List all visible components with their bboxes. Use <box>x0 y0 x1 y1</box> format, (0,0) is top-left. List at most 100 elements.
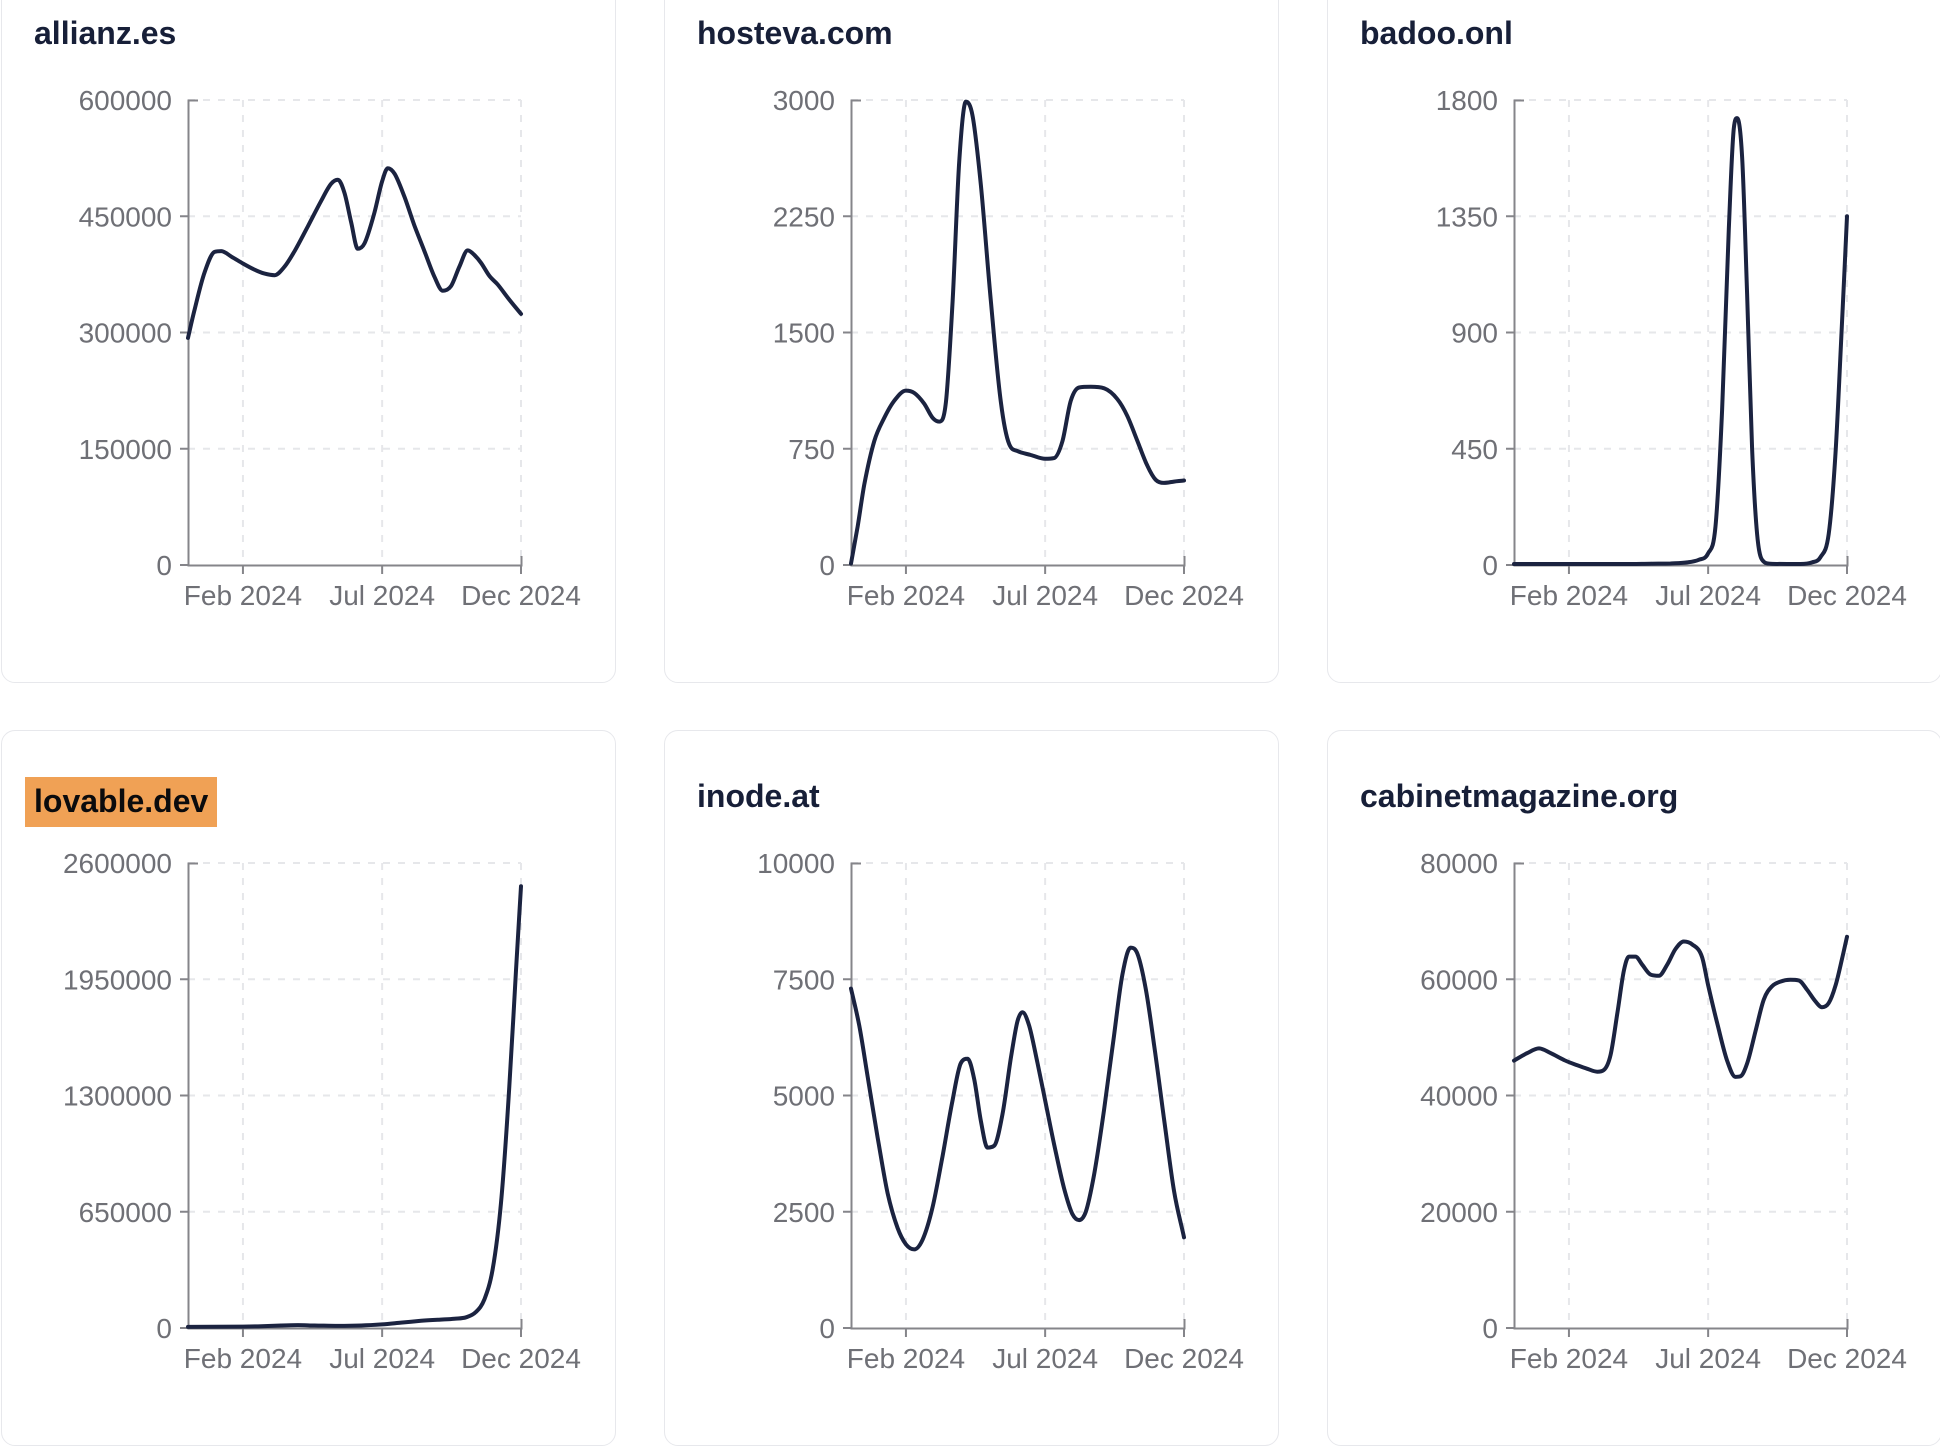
x-axis: Feb 2024 Jul 2024 Dec 2024 <box>184 1328 581 1374</box>
series-line <box>1512 116 1849 566</box>
axes <box>1513 862 1849 1330</box>
domain-name: badoo.onl <box>1360 15 1513 51</box>
x-tick-label: Dec 2024 <box>1787 580 1907 611</box>
x-tick-label: Dec 2024 <box>461 580 581 611</box>
gridlines <box>851 99 1185 565</box>
series-line <box>849 945 1186 1252</box>
x-tick-label: Jul 2024 <box>329 580 435 611</box>
domain-name-highlighted: lovable.dev <box>25 777 218 828</box>
y-tick-label: 0 <box>1482 550 1498 581</box>
axes <box>850 862 1186 1330</box>
axes <box>187 99 523 567</box>
domain-name: hosteva.com <box>697 15 893 51</box>
chart-card: cabinetmagazine.org 0 20000 40000 60000 8000… <box>1327 730 1940 1446</box>
series-line <box>186 166 523 340</box>
chart-title: allianz.es <box>34 14 176 52</box>
y-tick-label: 40000 <box>1420 1081 1498 1112</box>
y-tick-label: 1500 <box>773 318 835 349</box>
x-axis: Feb 2024 Jul 2024 Dec 2024 <box>1510 1328 1907 1374</box>
y-tick-label: 60000 <box>1420 964 1498 995</box>
x-tick-label: Jul 2024 <box>329 1343 435 1374</box>
y-axis: 0 750 1500 2250 3000 <box>773 85 851 581</box>
x-axis: Feb 2024 Jul 2024 Dec 2024 <box>184 565 581 611</box>
chart-title: lovable.dev <box>25 777 218 828</box>
y-tick-label: 300000 <box>79 318 172 349</box>
y-axis: 0 20000 40000 60000 80000 <box>1420 848 1514 1344</box>
line-chart: 0 150000 300000 450000 600000 Feb 2024 Jul 202… <box>79 85 581 611</box>
x-axis: Feb 2024 Jul 2024 Dec 2024 <box>847 565 1244 611</box>
series-line <box>1512 934 1849 1079</box>
x-tick-label: Dec 2024 <box>1124 1343 1244 1374</box>
y-tick-label: 0 <box>1482 1313 1498 1344</box>
x-tick-label: Dec 2024 <box>1787 1343 1907 1374</box>
y-axis: 0 2500 5000 7500 10000 <box>757 848 851 1344</box>
chart-title: hosteva.com <box>697 14 893 52</box>
line-chart: 0 650000 1300000 1950000 2600000 Feb 2024 Jul … <box>63 848 581 1374</box>
y-tick-label: 20000 <box>1420 1197 1498 1228</box>
x-axis: Feb 2024 Jul 2024 Dec 2024 <box>847 1328 1244 1374</box>
gridlines <box>851 862 1185 1328</box>
y-tick-label: 3000 <box>773 85 835 116</box>
chart-card: allianz.es 0 150000 300000 450000 600000 Feb … <box>1 0 616 683</box>
chart-card: hosteva.com 0 750 1500 2250 3000 Feb 2024 Jul … <box>664 0 1279 683</box>
y-axis: 0 650000 1300000 1950000 2600000 <box>63 848 188 1344</box>
x-tick-label: Jul 2024 <box>992 1343 1098 1374</box>
line-chart: 0 750 1500 2250 3000 Feb 2024 Jul 2024 Dec 2024 <box>773 85 1244 611</box>
x-tick-label: Jul 2024 <box>992 580 1098 611</box>
x-tick-label: Dec 2024 <box>1124 580 1244 611</box>
x-tick-label: Feb 2024 <box>1510 1343 1628 1374</box>
x-tick-label: Jul 2024 <box>1655 1343 1761 1374</box>
y-tick-label: 80000 <box>1420 848 1498 879</box>
x-tick-label: Feb 2024 <box>1510 580 1628 611</box>
y-tick-label: 0 <box>819 1313 835 1344</box>
y-tick-label: 900 <box>1451 318 1498 349</box>
x-tick-label: Dec 2024 <box>461 1343 581 1374</box>
chart-card: inode.at 0 2500 5000 7500 10000 Feb 2024 Jul 2… <box>664 730 1279 1446</box>
domain-name: inode.at <box>697 778 820 814</box>
series-line <box>186 884 523 1329</box>
line-chart: 0 2500 5000 7500 10000 Feb 2024 Jul 2024 Dec 20… <box>757 848 1244 1374</box>
y-tick-label: 150000 <box>79 434 172 465</box>
chart-title: cabinetmagazine.org <box>1360 777 1678 815</box>
y-tick-label: 1800 <box>1436 85 1498 116</box>
axes <box>850 99 1186 567</box>
y-tick-label: 7500 <box>773 964 835 995</box>
x-tick-label: Jul 2024 <box>1655 580 1761 611</box>
y-tick-label: 2500 <box>773 1197 835 1228</box>
x-tick-label: Feb 2024 <box>184 1343 302 1374</box>
y-tick-label: 600000 <box>79 85 172 116</box>
chart-card: badoo.onl 0 450 900 1350 1800 Feb 2024 Jul 202… <box>1327 0 1940 683</box>
y-tick-label: 2250 <box>773 201 835 232</box>
y-tick-label: 750 <box>788 434 835 465</box>
line-chart: 0 20000 40000 60000 80000 Feb 2024 Jul 2024 Dec… <box>1420 848 1907 1374</box>
gridlines <box>1514 862 1848 1328</box>
x-tick-label: Feb 2024 <box>847 580 965 611</box>
y-tick-label: 1350 <box>1436 201 1498 232</box>
domain-name: cabinetmagazine.org <box>1360 778 1679 814</box>
line-chart: 0 450 900 1350 1800 Feb 2024 Jul 2024 Dec 2024 <box>1436 85 1907 611</box>
x-tick-label: Feb 2024 <box>184 580 302 611</box>
y-tick-label: 0 <box>819 550 835 581</box>
series-line <box>849 99 1186 566</box>
gridlines <box>188 862 522 1328</box>
y-axis: 0 450 900 1350 1800 <box>1436 85 1514 581</box>
y-tick-label: 5000 <box>773 1081 835 1112</box>
y-tick-label: 2600000 <box>63 848 172 879</box>
y-tick-label: 450 <box>1451 434 1498 465</box>
y-tick-label: 0 <box>156 1313 172 1344</box>
y-axis: 0 150000 300000 450000 600000 <box>79 85 188 581</box>
y-tick-label: 10000 <box>757 848 835 879</box>
x-tick-label: Feb 2024 <box>847 1343 965 1374</box>
gridlines <box>188 99 522 565</box>
x-axis: Feb 2024 Jul 2024 Dec 2024 <box>1510 565 1907 611</box>
chart-title: badoo.onl <box>1360 14 1513 52</box>
y-tick-label: 650000 <box>79 1197 172 1228</box>
y-tick-label: 1300000 <box>63 1081 172 1112</box>
gridlines <box>1514 99 1848 565</box>
y-tick-label: 450000 <box>79 201 172 232</box>
chart-card: lovable.dev 0 650000 1300000 1950000 2600000… <box>1 730 616 1446</box>
y-tick-label: 1950000 <box>63 964 172 995</box>
chart-title: inode.at <box>697 777 820 815</box>
domain-name: allianz.es <box>34 15 177 51</box>
